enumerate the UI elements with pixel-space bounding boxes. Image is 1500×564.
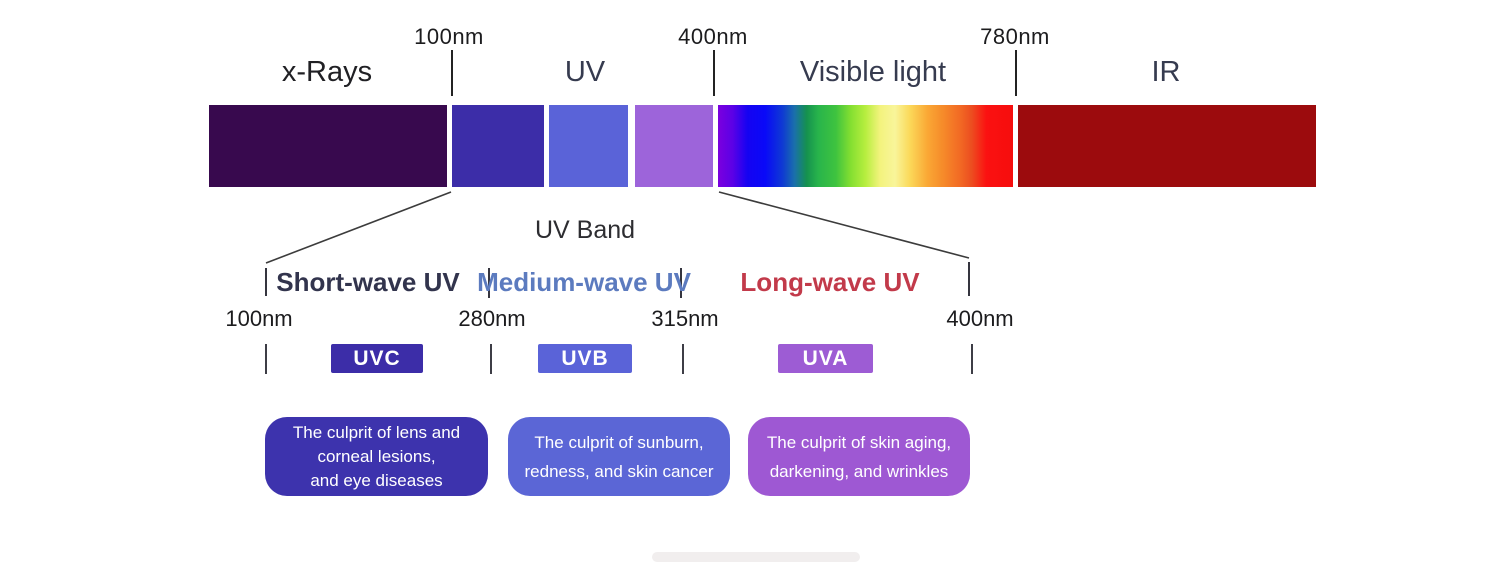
uvc-card-line2: corneal lesions, bbox=[317, 446, 436, 466]
tick-line-400nm bbox=[713, 50, 715, 96]
uv-band-title: UV Band bbox=[534, 216, 636, 244]
scale-tick-280nm bbox=[490, 344, 492, 374]
scale-tick-315nm bbox=[682, 344, 684, 374]
uvc-description-card: The culprit of lens and corneal lesions,… bbox=[265, 417, 488, 496]
uvc-card-line1: The culprit of lens and bbox=[292, 422, 461, 442]
ir-block bbox=[1018, 105, 1316, 187]
segment-tick-medium-left bbox=[488, 268, 490, 298]
wavelength-label-400nm: 400nm bbox=[946, 306, 1014, 331]
uvc-card-line3: and eye diseases bbox=[310, 470, 443, 490]
segment-label-long-wave: Long-wave UV bbox=[740, 267, 920, 297]
uvb-badge: UVB bbox=[538, 344, 632, 373]
connector-line-right bbox=[718, 191, 970, 259]
visible-light-block bbox=[718, 105, 1013, 187]
top-tick-label-780nm: 780nm bbox=[980, 24, 1050, 49]
top-tick-label-400nm: 400nm bbox=[678, 24, 748, 49]
watermark-smudge bbox=[652, 552, 860, 562]
segment-tick-left bbox=[265, 268, 267, 296]
band-label-xrays: x-Rays bbox=[281, 56, 373, 88]
band-label-visible-light: Visible light bbox=[799, 56, 947, 88]
top-tick-label-100nm: 100nm bbox=[414, 24, 484, 49]
segment-tick-right bbox=[968, 262, 970, 296]
wavelength-label-280nm: 280nm bbox=[458, 306, 526, 331]
uvc-badge: UVC bbox=[331, 344, 423, 373]
uva-card-line2: darkening, and wrinkles bbox=[769, 461, 949, 481]
band-label-ir: IR bbox=[1151, 56, 1181, 88]
tick-line-100nm bbox=[451, 50, 453, 96]
uva-card-line1: The culprit of skin aging, bbox=[766, 432, 952, 452]
uvb-block bbox=[549, 105, 628, 187]
xrays-block bbox=[209, 105, 447, 187]
segment-tick-medium-right bbox=[680, 268, 682, 298]
uva-badge: UVA bbox=[778, 344, 873, 373]
uva-block bbox=[635, 105, 713, 187]
tick-line-780nm bbox=[1015, 50, 1017, 96]
uvb-card-line2: redness, and skin cancer bbox=[524, 461, 714, 481]
uva-description-card: The culprit of skin aging, darkening, an… bbox=[748, 417, 970, 496]
band-label-uv: UV bbox=[564, 56, 606, 88]
uvc-block bbox=[452, 105, 544, 187]
wavelength-label-315nm: 315nm bbox=[651, 306, 719, 331]
uvb-description-card: The culprit of sunburn, redness, and ski… bbox=[508, 417, 730, 496]
wavelength-label-100nm: 100nm bbox=[225, 306, 293, 331]
uvb-card-line1: The culprit of sunburn, bbox=[534, 432, 704, 452]
scale-tick-400nm bbox=[971, 344, 973, 374]
segment-label-short-wave: Short-wave UV bbox=[276, 267, 460, 297]
scale-tick-100nm bbox=[265, 344, 267, 374]
connector-line-left bbox=[265, 191, 452, 264]
segment-label-medium-wave: Medium-wave UV bbox=[477, 267, 691, 297]
